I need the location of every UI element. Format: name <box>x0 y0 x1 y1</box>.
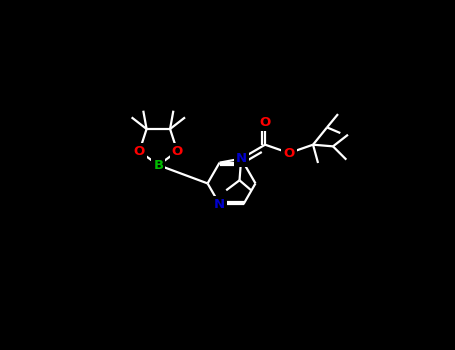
Text: O: O <box>134 145 145 158</box>
Text: N: N <box>214 198 225 211</box>
Text: O: O <box>283 147 295 160</box>
Text: N: N <box>236 152 247 165</box>
Text: O: O <box>172 145 183 158</box>
Text: B: B <box>153 159 163 172</box>
Text: O: O <box>259 116 271 128</box>
